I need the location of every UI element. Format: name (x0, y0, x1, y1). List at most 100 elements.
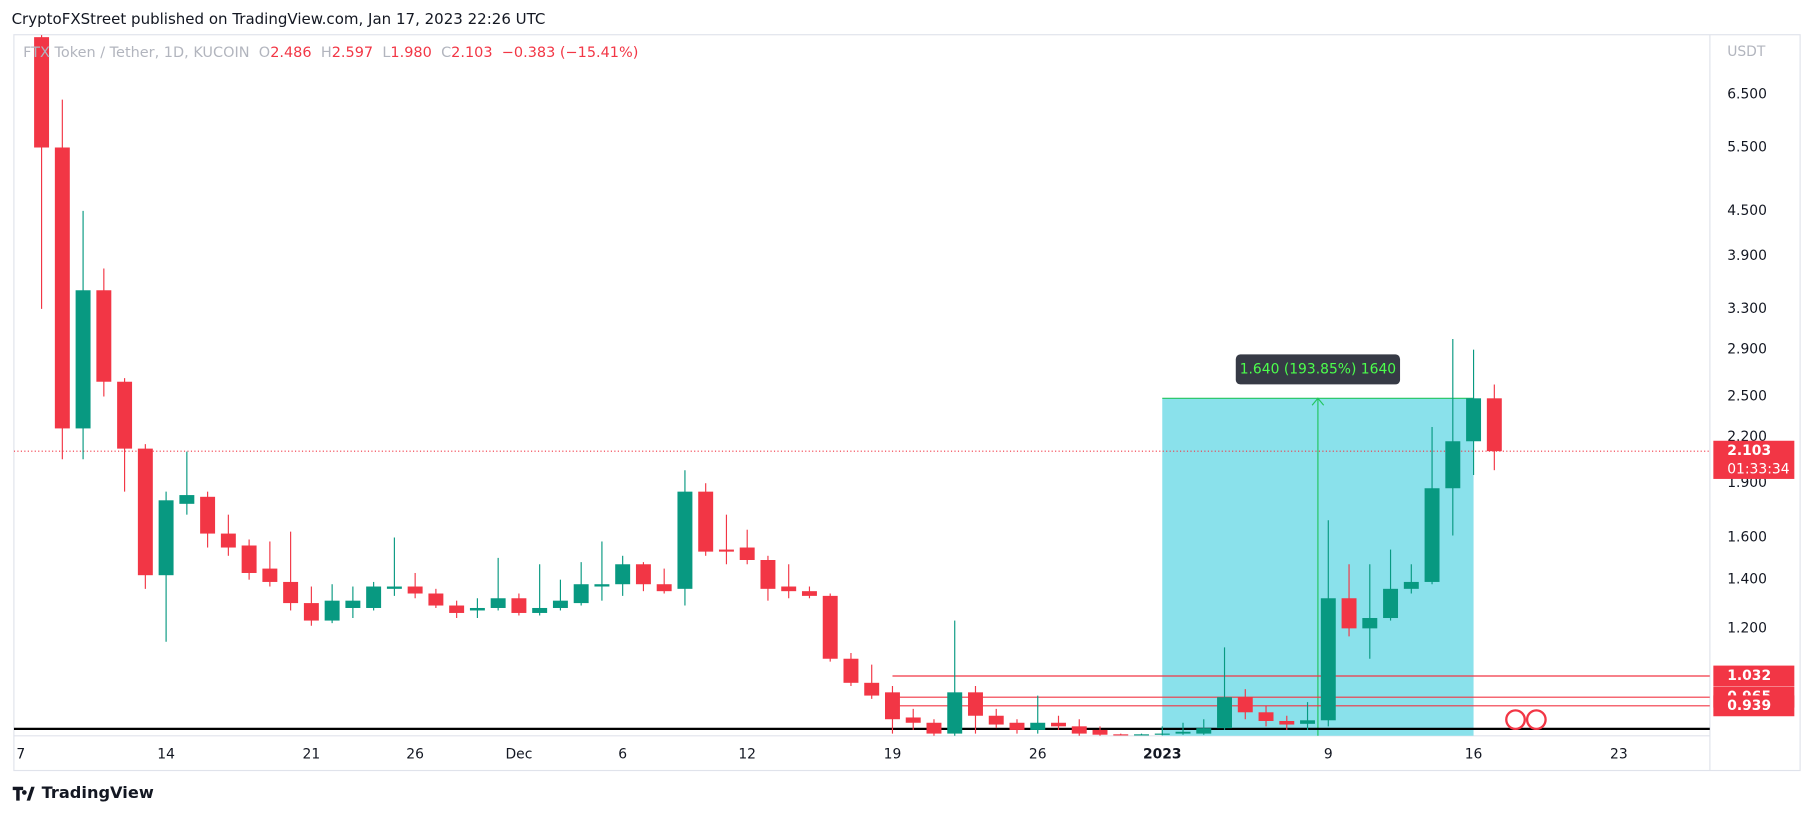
candle-body (1445, 441, 1461, 489)
legend-value: 2.103 (451, 45, 492, 61)
candle-body (905, 717, 921, 723)
candle-body (1466, 398, 1482, 442)
x-tick-label: 2023 (1143, 746, 1182, 762)
candle-body (449, 605, 465, 613)
candle-body (1403, 581, 1419, 589)
last-price-bg (1713, 440, 1795, 479)
x-tick-label: 7 (16, 746, 25, 762)
candle-body (303, 603, 319, 621)
candle-body (34, 37, 50, 148)
candle-body (1341, 598, 1357, 629)
candle-body (241, 545, 257, 573)
candle-body (262, 568, 278, 582)
y-unit: USDT (1727, 44, 1766, 60)
y-tick-label: 2.500 (1727, 389, 1767, 405)
candle-body (1258, 712, 1274, 721)
candle-body (345, 600, 361, 608)
candle-body (117, 381, 133, 449)
candle-body (532, 607, 548, 613)
x-tick-label: 23 (1610, 746, 1628, 762)
candle-body (469, 607, 485, 611)
candle-body (843, 658, 859, 683)
candle-body (200, 496, 216, 534)
level-label-bg (1713, 695, 1795, 717)
y-tick-label: 1.900 (1727, 475, 1767, 491)
x-tick-label: 26 (1029, 746, 1047, 762)
measure-label: 1.640 (193.85%) 1640 (1240, 361, 1396, 377)
flag-icon (1525, 709, 1547, 731)
legend: FTX Token / Tether, 1D, KUCOIN O2.486 H2.5… (23, 45, 638, 61)
logo-icon (12, 786, 35, 801)
candle-body (1217, 697, 1232, 729)
candle-body (988, 715, 1004, 725)
candle-body (1237, 697, 1253, 713)
level-label: 0.939 (1727, 698, 1771, 714)
measure-arrowhead (1311, 397, 1325, 406)
y-tick-label: 5.500 (1727, 140, 1767, 156)
candle-body (1196, 728, 1212, 734)
footer-logo: TradingView (12, 783, 154, 802)
legend-value: 2.486 (270, 45, 311, 61)
candle-body (656, 584, 672, 592)
level-label-bg (1713, 665, 1795, 687)
candle-body (366, 586, 382, 608)
candle-body (718, 549, 734, 552)
candle-body (54, 147, 70, 429)
candle-body (1134, 734, 1149, 736)
legend-change: −0.383 (−15.41%) (502, 45, 639, 61)
candle-body (1154, 733, 1170, 735)
candle-body (615, 564, 631, 585)
candle-body (864, 682, 880, 696)
candle-body (947, 692, 963, 734)
y-tick-label: 3.900 (1727, 248, 1767, 264)
candle-body (573, 584, 589, 604)
legend-label: C (441, 45, 451, 61)
candle-body (1279, 720, 1295, 725)
measure-label-bg (1235, 354, 1401, 385)
y-tick-label: 6.500 (1727, 87, 1767, 103)
candle-body (1320, 598, 1336, 721)
candle-body (1009, 722, 1025, 730)
x-tick-label: 16 (1465, 746, 1483, 762)
y-tick-label: 4.500 (1727, 203, 1767, 219)
candle-body (428, 593, 444, 606)
level-label: 1.032 (1727, 668, 1771, 684)
candle-body (1486, 398, 1502, 452)
candle-body (137, 448, 153, 576)
candle-body (490, 598, 506, 608)
y-tick-label: 1.200 (1727, 620, 1767, 636)
candle-body (1362, 618, 1378, 629)
x-tick-label: 26 (406, 746, 424, 762)
legend-label: O (259, 45, 270, 61)
x-tick-label: 21 (303, 746, 321, 762)
last-price-label: 2.103 (1727, 443, 1771, 459)
y-tick-label: 1.400 (1727, 572, 1767, 588)
x-tick-label: 14 (157, 746, 175, 762)
candle-body (635, 564, 651, 585)
candle-body (1113, 734, 1129, 736)
candle-body (884, 692, 900, 720)
candle-body (179, 495, 195, 504)
flag-icon (1505, 709, 1526, 731)
candle-body (968, 692, 983, 716)
candle-body (926, 722, 942, 734)
x-tick-label: 9 (1324, 746, 1333, 762)
x-tick-label: 6 (618, 746, 627, 762)
candle-body (1424, 488, 1440, 582)
candle-body (781, 586, 797, 592)
x-tick-label: Dec (505, 746, 532, 762)
candle-body (760, 559, 776, 589)
candle-body (386, 586, 402, 589)
plot-area (13, 35, 1710, 736)
candle-body (511, 598, 527, 613)
candle-body (324, 600, 340, 621)
candle-body (1071, 726, 1087, 734)
x-tick-label: 12 (738, 746, 756, 762)
candle-body (801, 591, 817, 596)
candle-body (739, 547, 755, 560)
candle-body (1092, 729, 1108, 735)
countdown: 01:33:34 (1727, 462, 1789, 478)
candle-body (1300, 720, 1316, 724)
candle-body (1383, 588, 1399, 619)
